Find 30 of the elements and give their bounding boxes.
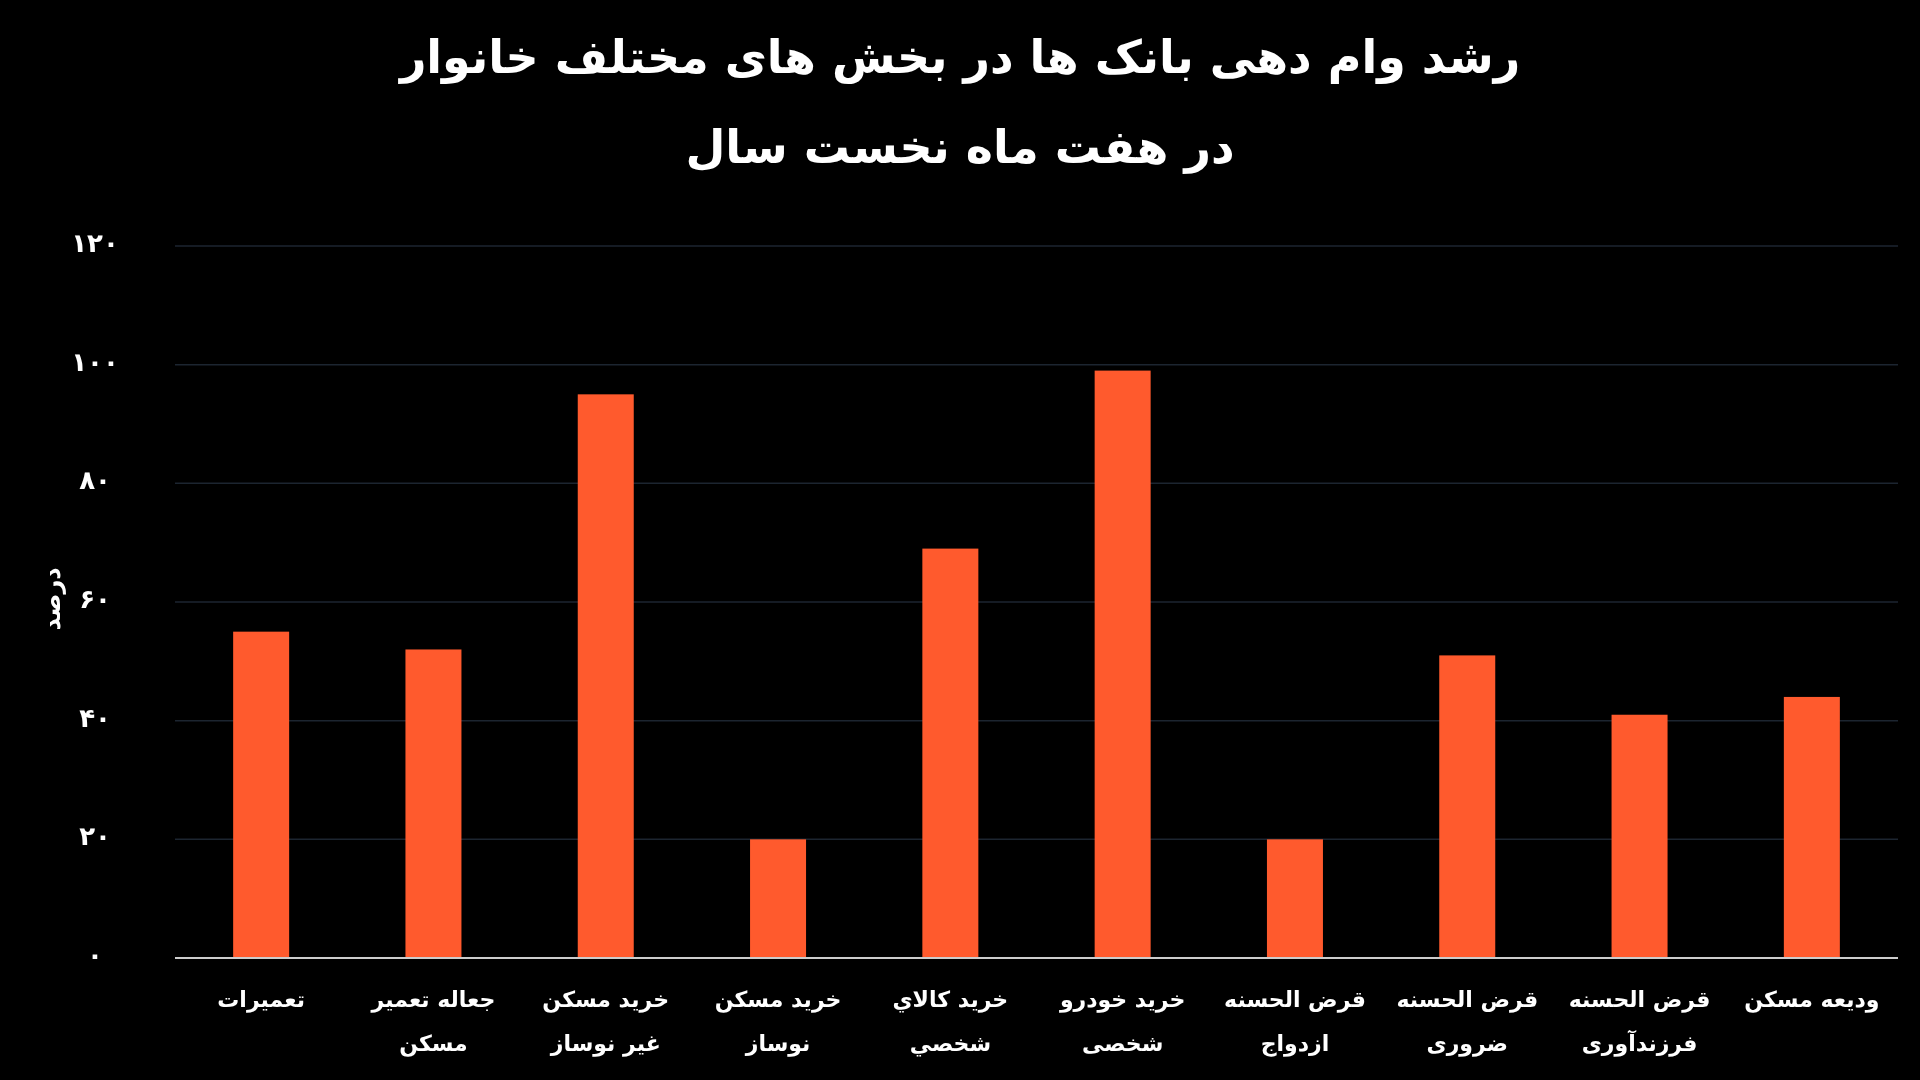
- bar: [922, 548, 979, 958]
- bar: [1611, 714, 1668, 958]
- y-axis-title: درصد: [37, 567, 66, 631]
- y-tick-label: ۴۰: [78, 702, 112, 733]
- x-tick-label: قرض الحسنه ضروری: [1395, 986, 1540, 1059]
- x-tick-label: ودیعه مسکن: [1743, 986, 1881, 1015]
- y-tick-label: ۱۲۰: [70, 228, 120, 258]
- y-tick-label: ۲۰: [78, 821, 112, 852]
- bar: [750, 839, 807, 958]
- bar: [233, 631, 290, 958]
- bar: [405, 649, 462, 958]
- chart-title: رشد وام دهی بانک ها در بخش های مختلف خانوار: [397, 30, 1522, 84]
- y-tick-label: ۱۰۰: [70, 346, 120, 377]
- bar: [1783, 696, 1840, 958]
- bar: [1439, 655, 1496, 958]
- x-tick-label: خرید خودرو شخصی: [1058, 986, 1187, 1058]
- chart-subtitle: در هفت ماه نخست سال: [684, 120, 1236, 174]
- x-tick-label: خرید مسکن غیر نوساز: [541, 986, 671, 1059]
- x-tick-label: خرید مسکن نوساز: [713, 986, 843, 1059]
- bar: [1094, 370, 1151, 958]
- bar: [1266, 839, 1323, 958]
- x-tick-label: قرض الحسنه ازدواج: [1223, 986, 1367, 1059]
- y-tick-label: ۶۰: [79, 584, 111, 614]
- x-tick-label: خرید کالاي شخصي: [891, 986, 1010, 1059]
- y-tick-label: ۸۰: [78, 465, 112, 496]
- bar: [577, 394, 634, 958]
- x-tick-label: جعاله تعمیر مسکن: [369, 986, 497, 1059]
- x-tick-label: تعمیرات: [216, 986, 306, 1015]
- y-tick-label: ۰: [86, 940, 104, 970]
- x-tick-label: قرض الحسنه فرزندآوری: [1567, 986, 1712, 1059]
